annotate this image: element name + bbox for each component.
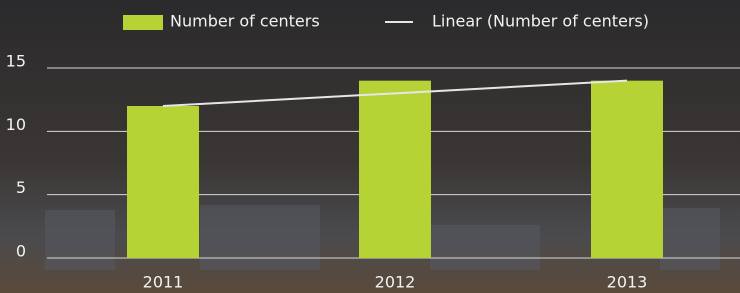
y-tick-label: 10: [6, 115, 26, 134]
x-tick-label: 2012: [375, 273, 416, 292]
x-tick-label: 2013: [607, 273, 648, 292]
y-tick-label: 0: [16, 242, 26, 261]
bar: [591, 81, 663, 258]
legend-label: Linear (Number of centers): [432, 12, 649, 31]
chart: 0 5 10 15 2011 2012 2013 Number of centers Linea…: [0, 0, 740, 293]
y-tick-label: 15: [6, 52, 26, 71]
y-tick-label: 5: [16, 178, 26, 197]
page: 0 5 10 15 2011 2012 2013 Number of centers Linea…: [0, 0, 740, 293]
legend-swatch: [123, 15, 163, 30]
legend-label: Number of centers: [170, 12, 320, 31]
bar: [359, 81, 431, 258]
x-tick-label: 2011: [143, 273, 184, 292]
bar: [127, 106, 199, 258]
